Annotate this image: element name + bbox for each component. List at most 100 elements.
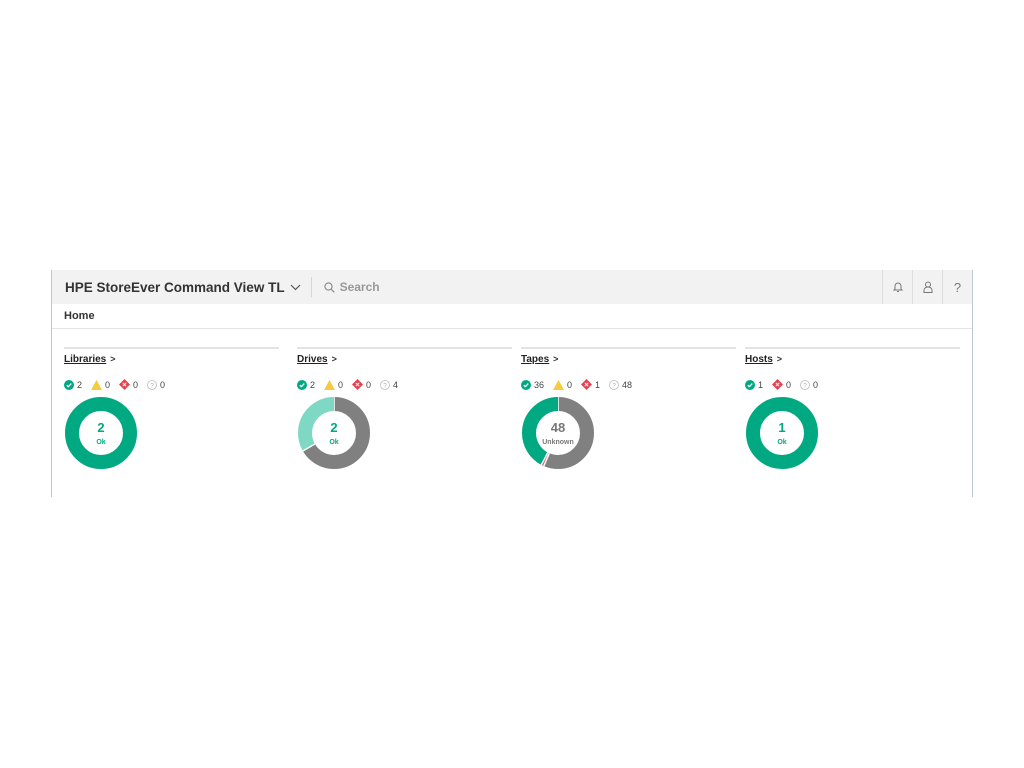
donut-center-value: 2 <box>330 420 338 435</box>
stat-warning: 0 <box>91 379 111 390</box>
notifications-button[interactable] <box>882 270 912 304</box>
stat-count: 2 <box>310 379 316 390</box>
card-divider <box>521 347 736 349</box>
donut-gap <box>302 443 316 452</box>
unknown-status-icon: ? <box>800 379 810 390</box>
stat-count: 0 <box>786 379 792 390</box>
stat-count: 0 <box>366 379 372 390</box>
critical-status-icon <box>352 379 364 390</box>
search-icon <box>323 281 335 293</box>
status-counts: 36 0 1? 48 <box>521 379 736 390</box>
breadcrumb: Home <box>52 304 972 329</box>
stat-ok: 2 <box>297 379 316 390</box>
donut-center-value: 48 <box>550 420 566 435</box>
card-divider <box>64 347 279 349</box>
donut-gap <box>540 452 549 466</box>
donut-segment-ok <box>522 397 594 469</box>
summary-card-hosts: Hosts > 1 0? 0 1 Ok <box>745 347 960 470</box>
stat-count: 2 <box>77 379 83 390</box>
stat-count: 0 <box>133 379 139 390</box>
stat-unknown: ? 0 <box>147 380 165 390</box>
help-icon: ? <box>953 279 962 295</box>
ok-status-icon <box>64 379 74 390</box>
chevron-down-icon <box>290 284 300 290</box>
chevron-right-icon: > <box>110 354 116 364</box>
svg-text:?: ? <box>383 382 387 389</box>
card-divider <box>745 347 960 349</box>
summary-card-tapes: Tapes > 36 0 1? 48 48 Unknown <box>521 347 736 470</box>
stat-count: 4 <box>393 379 399 390</box>
donut-center-value: 1 <box>778 420 786 435</box>
donut-segment-ok_light <box>298 397 370 469</box>
stat-count: 0 <box>105 379 111 390</box>
donut-center-label: Unknown <box>542 439 574 446</box>
help-button[interactable]: ? <box>942 270 972 304</box>
stat-critical: 0 <box>352 379 371 390</box>
stat-count: 0 <box>813 379 819 390</box>
user-button[interactable] <box>912 270 942 304</box>
status-counts: 2 0 0? 4 <box>297 379 512 390</box>
summary-card-drives: Drives > 2 0 0? 4 2 Ok <box>297 347 512 470</box>
donut-center-label: Ok <box>329 439 339 446</box>
stat-count: 1 <box>595 379 601 390</box>
app-window: HPE StoreEver Command View TL Search ? H… <box>51 270 973 497</box>
ok-status-icon <box>297 379 307 390</box>
donut-gap <box>543 452 550 467</box>
card-title-link[interactable]: Drives <box>297 354 328 365</box>
card-title-link[interactable]: Hosts <box>745 354 773 365</box>
app-title: HPE StoreEver Command View TL <box>65 279 285 295</box>
critical-status-icon <box>581 379 593 390</box>
stat-ok: 2 <box>64 379 83 390</box>
header-bar: HPE StoreEver Command View TL Search ? <box>52 270 972 304</box>
stat-count: 36 <box>534 379 545 390</box>
stat-count: 0 <box>338 379 344 390</box>
critical-status-icon <box>119 379 131 390</box>
stat-count: 48 <box>622 379 633 390</box>
donut-center-label: Ok <box>96 439 106 446</box>
warning-status-icon <box>553 379 565 390</box>
status-donut-chart[interactable]: 1 Ok <box>745 396 819 470</box>
unknown-status-icon: ? <box>147 379 157 390</box>
stat-critical: 1 <box>581 379 600 390</box>
stat-warning: 0 <box>324 379 344 390</box>
stat-unknown: ? 4 <box>380 380 398 390</box>
bell-icon <box>892 282 903 292</box>
card-title-link[interactable]: Libraries <box>64 354 107 365</box>
stat-count: 0 <box>567 379 573 390</box>
ok-status-icon <box>521 379 531 390</box>
card-divider <box>297 347 512 349</box>
stat-warning: 0 <box>553 379 573 390</box>
stat-critical: 0 <box>119 379 138 390</box>
search-input[interactable]: Search <box>323 280 380 294</box>
unknown-status-icon: ? <box>380 379 390 390</box>
status-counts: 2 0 0? 0 <box>64 379 279 390</box>
stat-unknown: ? 0 <box>800 380 818 390</box>
stat-count: 1 <box>758 379 764 390</box>
warning-status-icon <box>91 379 103 390</box>
chevron-right-icon: > <box>331 354 337 364</box>
svg-text:?: ? <box>612 382 616 389</box>
divider <box>310 277 312 297</box>
search-placeholder: Search <box>339 280 380 294</box>
status-counts: 1 0? 0 <box>745 379 960 390</box>
unknown-status-icon: ? <box>609 379 619 390</box>
stat-critical: 0 <box>772 379 791 390</box>
ok-status-icon <box>745 379 755 390</box>
status-donut-chart[interactable]: 48 Unknown <box>521 396 595 470</box>
status-donut-chart[interactable]: 2 Ok <box>297 396 371 470</box>
user-icon <box>923 281 932 293</box>
svg-text:?: ? <box>150 382 154 389</box>
donut-segment-ok <box>746 397 818 469</box>
donut-center-value: 2 <box>97 420 105 435</box>
stat-count: 0 <box>160 379 166 390</box>
chevron-right-icon: > <box>553 354 559 364</box>
summary-card-libraries: Libraries > 2 0 0? 0 2 Ok <box>64 347 279 470</box>
app-title-menu[interactable]: HPE StoreEver Command View TL <box>65 280 301 295</box>
card-title-link[interactable]: Tapes <box>521 354 550 365</box>
chevron-right-icon: > <box>776 354 783 364</box>
status-donut-chart[interactable]: 2 Ok <box>64 396 138 470</box>
stat-ok: 36 <box>521 379 545 390</box>
critical-status-icon <box>772 379 784 390</box>
donut-center-label: Ok <box>777 439 787 446</box>
stat-ok: 1 <box>745 379 764 390</box>
